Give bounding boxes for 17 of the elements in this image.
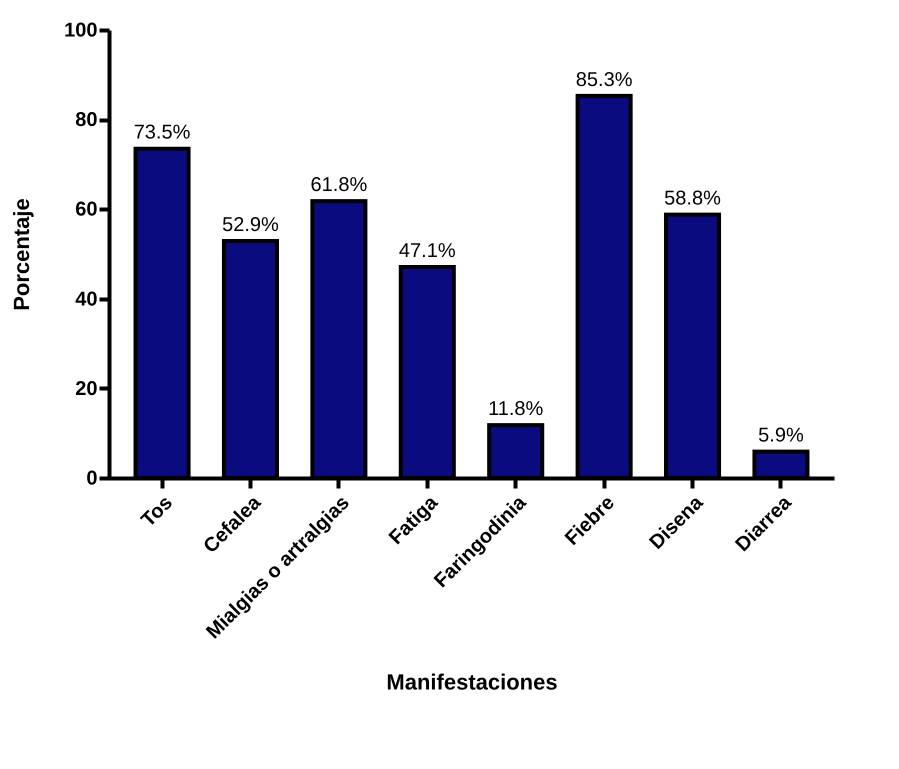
data-label: 85.3%	[576, 68, 633, 91]
x-tick-label: Tos	[137, 492, 177, 532]
data-label: 58.8%	[664, 188, 722, 210]
y-tick-label: 20	[75, 378, 98, 400]
data-label: 5.9%	[758, 424, 804, 447]
y-axis-title: Porcentaje	[9, 198, 34, 311]
y-tick-label: 0	[86, 468, 98, 490]
y-tick-label: 60	[75, 198, 98, 221]
data-label: 11.8%	[488, 398, 544, 420]
y-tick-label: 100	[64, 20, 98, 42]
data-label: 61.8%	[310, 174, 368, 196]
y-tick-label: 40	[75, 288, 98, 310]
y-tick-label: 80	[75, 109, 98, 132]
data-label: 47.1%	[398, 240, 456, 262]
data-label: 73.5%	[134, 122, 191, 144]
data-label: 52.9%	[222, 214, 280, 236]
x-axis-title: Manifestaciones	[386, 670, 558, 695]
